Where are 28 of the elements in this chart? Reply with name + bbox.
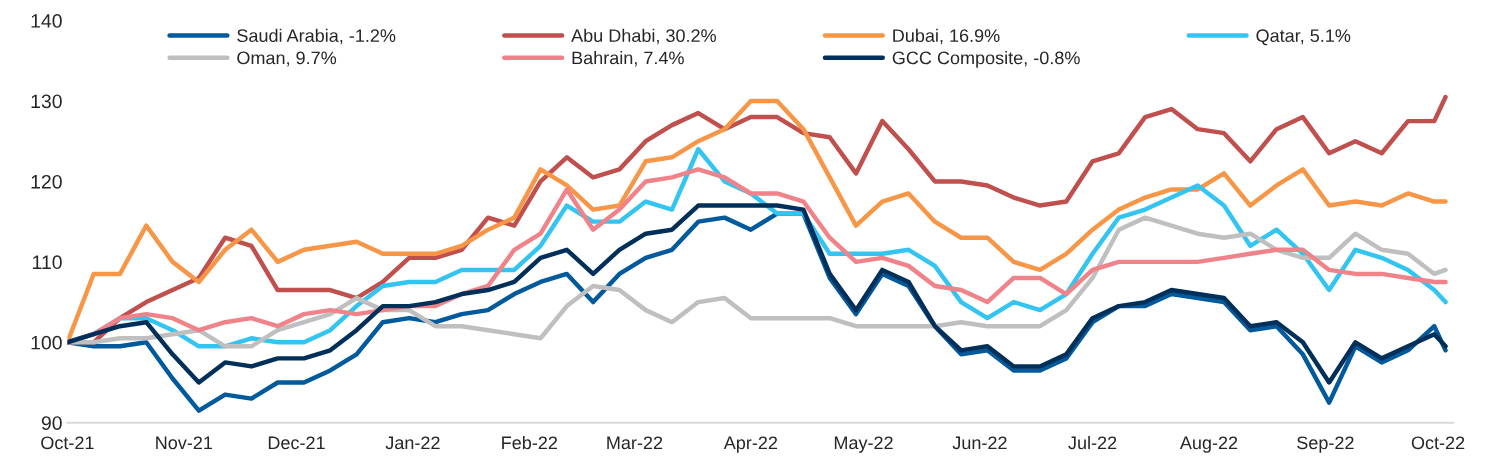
line-series <box>67 203 1448 385</box>
legend-label: Saudi Arabia, -1.2% <box>237 28 396 45</box>
x-tick-label: Dec-21 <box>268 436 325 450</box>
x-tick-label: Nov-21 <box>156 436 213 450</box>
x-tick-label: Aug-22 <box>1179 436 1238 453</box>
line-series <box>67 215 1448 349</box>
y-tick-label: 120 <box>31 174 62 189</box>
x-tick-label: Oct-21 <box>41 436 94 450</box>
y-tick-label: 130 <box>31 94 62 109</box>
x-tick-label: Mar-22 <box>607 436 663 450</box>
legend-label: Bahrain, 7.4% <box>572 51 684 67</box>
legend-label: Dubai, 16.9% <box>893 28 1000 45</box>
x-tick-label: Feb-22 <box>502 435 557 450</box>
y-tick-label: 140 <box>31 14 62 28</box>
legend-label: Abu Dhabi, 30.2% <box>571 28 717 45</box>
legend-label: GCC Composite, -0.8% <box>892 51 1080 68</box>
x-tick-label: Apr-22 <box>723 436 778 453</box>
y-tick-label: 100 <box>31 335 62 350</box>
x-tick-label: Jul-22 <box>1068 435 1117 450</box>
x-tick-label: Jun-22 <box>952 436 1007 450</box>
legend-label: Qatar, 5.1% <box>1256 29 1351 46</box>
x-tick-label: Sep-22 <box>1297 436 1354 453</box>
x-tick-label: May-22 <box>834 436 893 453</box>
x-tick-label: Oct-22 <box>1411 436 1465 450</box>
legend-label: Oman, 9.7% <box>237 51 337 67</box>
y-tick-label: 110 <box>33 255 62 270</box>
y-tick-label: 90 <box>41 416 62 430</box>
x-tick-label: Jan-22 <box>385 436 440 450</box>
